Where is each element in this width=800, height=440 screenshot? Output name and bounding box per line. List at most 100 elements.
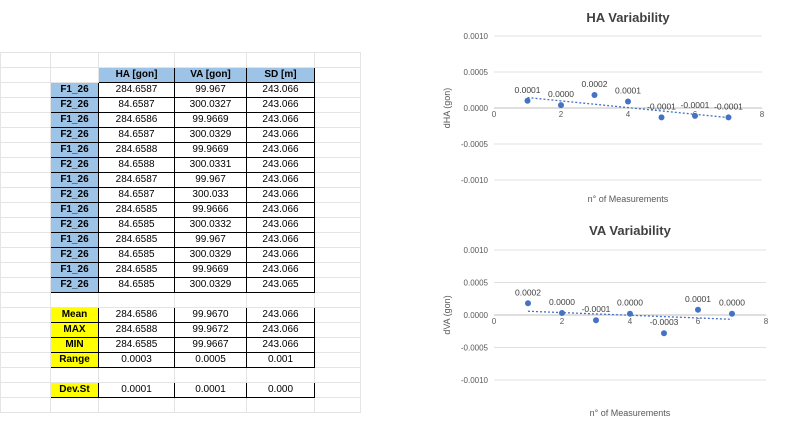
- blank-cell[interactable]: [0, 307, 51, 323]
- blank-cell[interactable]: [50, 367, 99, 383]
- blank-cell[interactable]: [314, 142, 361, 158]
- devst-ha-cell[interactable]: 0.0001: [98, 382, 175, 398]
- column-header[interactable]: SD [m]: [246, 67, 315, 83]
- sd-cell[interactable]: 243.066: [246, 97, 315, 113]
- row-label[interactable]: F1_26: [50, 172, 99, 188]
- va-cell[interactable]: 99.9669: [174, 112, 247, 128]
- blank-cell[interactable]: [0, 337, 51, 353]
- blank-cell[interactable]: [0, 367, 51, 383]
- row-label[interactable]: F1_26: [50, 142, 99, 158]
- row-label[interactable]: F1_26: [50, 202, 99, 218]
- va-cell[interactable]: 300.0329: [174, 127, 247, 143]
- sd-cell[interactable]: 243.066: [246, 142, 315, 158]
- va-cell[interactable]: 99.9669: [174, 262, 247, 278]
- va-cell[interactable]: 300.0332: [174, 217, 247, 233]
- va-cell[interactable]: 300.0327: [174, 97, 247, 113]
- blank-cell[interactable]: [0, 202, 51, 218]
- ha-cell[interactable]: 84.6587: [98, 97, 175, 113]
- blank-cell[interactable]: [314, 292, 361, 308]
- va-cell[interactable]: 300.033: [174, 187, 247, 203]
- stat-va-cell[interactable]: 0.0005: [174, 352, 247, 368]
- sd-cell[interactable]: 243.066: [246, 187, 315, 203]
- ha-cell[interactable]: 84.6585: [98, 247, 175, 263]
- va-cell[interactable]: 99.9666: [174, 202, 247, 218]
- row-label[interactable]: F2_26: [50, 277, 99, 293]
- sd-cell[interactable]: 243.065: [246, 277, 315, 293]
- stat-va-cell[interactable]: 99.9670: [174, 307, 247, 323]
- blank-cell[interactable]: [246, 52, 315, 68]
- ha-cell[interactable]: 284.6585: [98, 202, 175, 218]
- va-cell[interactable]: 99.967: [174, 82, 247, 98]
- devst-sd-cell[interactable]: 0.000: [246, 382, 315, 398]
- blank-cell[interactable]: [0, 142, 51, 158]
- blank-cell[interactable]: [246, 397, 315, 413]
- stat-ha-cell[interactable]: 284.6588: [98, 322, 175, 338]
- row-label[interactable]: F2_26: [50, 247, 99, 263]
- blank-cell[interactable]: [314, 397, 361, 413]
- blank-cell[interactable]: [50, 52, 99, 68]
- blank-cell[interactable]: [314, 307, 361, 323]
- blank-cell[interactable]: [50, 397, 99, 413]
- ha-cell[interactable]: 84.6587: [98, 127, 175, 143]
- blank-cell[interactable]: [50, 67, 99, 83]
- blank-cell[interactable]: [0, 187, 51, 203]
- va-cell[interactable]: 99.967: [174, 172, 247, 188]
- va-cell[interactable]: 300.0329: [174, 277, 247, 293]
- blank-cell[interactable]: [314, 367, 361, 383]
- blank-cell[interactable]: [314, 97, 361, 113]
- row-label[interactable]: F2_26: [50, 187, 99, 203]
- blank-cell[interactable]: [0, 112, 51, 128]
- blank-cell[interactable]: [174, 52, 247, 68]
- blank-cell[interactable]: [0, 352, 51, 368]
- blank-cell[interactable]: [314, 322, 361, 338]
- stat-label[interactable]: MAX: [50, 322, 99, 338]
- blank-cell[interactable]: [0, 127, 51, 143]
- sd-cell[interactable]: 243.066: [246, 262, 315, 278]
- sd-cell[interactable]: 243.066: [246, 112, 315, 128]
- blank-cell[interactable]: [0, 97, 51, 113]
- blank-cell[interactable]: [314, 352, 361, 368]
- blank-cell[interactable]: [314, 82, 361, 98]
- ha-cell[interactable]: 284.6587: [98, 172, 175, 188]
- row-label[interactable]: F1_26: [50, 262, 99, 278]
- ha-cell[interactable]: 284.6587: [98, 82, 175, 98]
- stat-sd-cell[interactable]: 0.001: [246, 352, 315, 368]
- ha-cell[interactable]: 84.6588: [98, 157, 175, 173]
- ha-cell[interactable]: 84.6585: [98, 217, 175, 233]
- stat-label[interactable]: Range: [50, 352, 99, 368]
- blank-cell[interactable]: [0, 292, 51, 308]
- blank-cell[interactable]: [0, 67, 51, 83]
- blank-cell[interactable]: [98, 292, 175, 308]
- sd-cell[interactable]: 243.066: [246, 172, 315, 188]
- blank-cell[interactable]: [0, 232, 51, 248]
- blank-cell[interactable]: [314, 382, 361, 398]
- blank-cell[interactable]: [314, 247, 361, 263]
- row-label[interactable]: F2_26: [50, 127, 99, 143]
- blank-cell[interactable]: [0, 382, 51, 398]
- va-cell[interactable]: 300.0329: [174, 247, 247, 263]
- row-label[interactable]: F2_26: [50, 157, 99, 173]
- blank-cell[interactable]: [0, 262, 51, 278]
- sd-cell[interactable]: 243.066: [246, 82, 315, 98]
- stat-label[interactable]: MIN: [50, 337, 99, 353]
- blank-cell[interactable]: [98, 397, 175, 413]
- blank-cell[interactable]: [314, 52, 361, 68]
- stat-ha-cell[interactable]: 0.0003: [98, 352, 175, 368]
- stat-sd-cell[interactable]: 243.066: [246, 307, 315, 323]
- blank-cell[interactable]: [98, 52, 175, 68]
- sd-cell[interactable]: 243.066: [246, 202, 315, 218]
- blank-cell[interactable]: [314, 202, 361, 218]
- devst-va-cell[interactable]: 0.0001: [174, 382, 247, 398]
- stat-label[interactable]: Mean: [50, 307, 99, 323]
- blank-cell[interactable]: [314, 187, 361, 203]
- va-cell[interactable]: 99.9669: [174, 142, 247, 158]
- blank-cell[interactable]: [0, 217, 51, 233]
- blank-cell[interactable]: [0, 277, 51, 293]
- blank-cell[interactable]: [174, 397, 247, 413]
- va-cell[interactable]: 99.967: [174, 232, 247, 248]
- blank-cell[interactable]: [314, 337, 361, 353]
- ha-cell[interactable]: 284.6586: [98, 112, 175, 128]
- blank-cell[interactable]: [0, 247, 51, 263]
- stat-va-cell[interactable]: 99.9667: [174, 337, 247, 353]
- blank-cell[interactable]: [0, 172, 51, 188]
